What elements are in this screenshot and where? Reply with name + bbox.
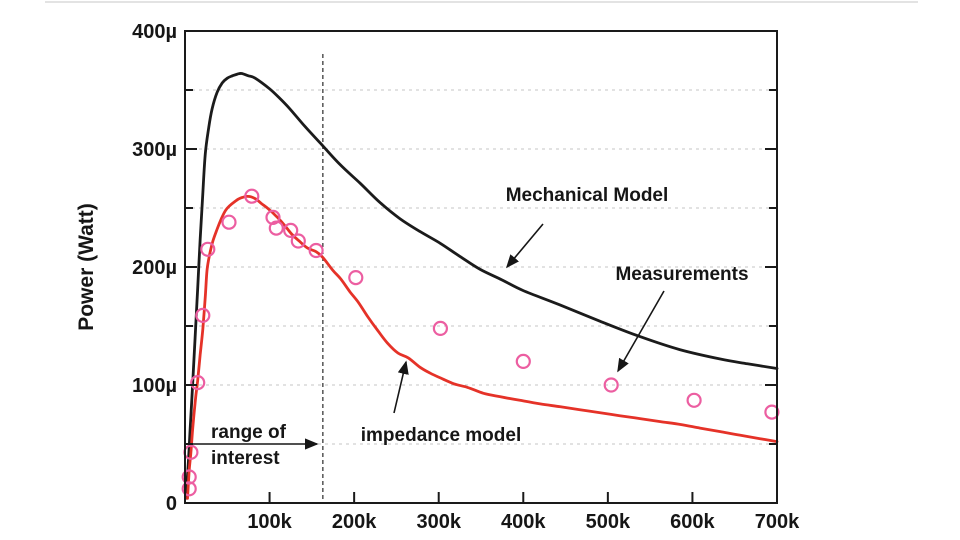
measurement-point bbox=[181, 481, 197, 497]
impedance-model-curve bbox=[186, 194, 779, 500]
measurement-point bbox=[603, 377, 619, 393]
y-tick-label: 200µ bbox=[132, 257, 177, 279]
measurements-label: Measurements bbox=[615, 264, 748, 285]
x-tick-label: 100k bbox=[247, 511, 292, 533]
model-curves bbox=[184, 72, 779, 500]
measurement-point bbox=[290, 233, 306, 249]
y-axis-title: Power (Watt) bbox=[75, 203, 98, 331]
axis-ticks bbox=[186, 30, 778, 504]
x-tick-label: 700k bbox=[755, 511, 800, 533]
measurement-point bbox=[764, 404, 780, 420]
measurement-point bbox=[283, 222, 299, 238]
measurement-point bbox=[221, 214, 237, 230]
x-tick-label: 600k bbox=[670, 511, 715, 533]
measurement-point bbox=[515, 353, 531, 369]
range-of-interest-label-line1: range of bbox=[211, 422, 287, 443]
x-tick-label: 400k bbox=[501, 511, 546, 533]
y-tick-label: 400µ bbox=[132, 21, 177, 43]
x-tick-label: 300k bbox=[416, 511, 461, 533]
x-tick-labels: 100k 200k 300k 400k 500k 600k 700k bbox=[247, 511, 800, 533]
mechanical-model-curve bbox=[184, 72, 779, 500]
mechanical-model-arrow bbox=[505, 223, 544, 269]
impedance-model-arrow bbox=[393, 360, 409, 414]
impedance-model-label: impedance model bbox=[361, 425, 522, 446]
y-tick-label: 100µ bbox=[132, 375, 177, 397]
y-tick-label: 300µ bbox=[132, 139, 177, 161]
measurement-point bbox=[348, 270, 364, 286]
measurement-point bbox=[265, 209, 281, 225]
x-tick-label: 200k bbox=[332, 511, 377, 533]
measurement-point bbox=[308, 242, 324, 259]
measurement-point bbox=[432, 320, 448, 336]
measurement-point bbox=[200, 241, 216, 257]
y-tick-label: 0 bbox=[166, 493, 177, 515]
measurements-arrow bbox=[617, 290, 665, 373]
plot-border bbox=[184, 30, 778, 504]
measurement-point bbox=[181, 469, 197, 485]
y-tick-labels: 0 100µ 200µ 300µ 400µ bbox=[132, 21, 177, 515]
measurement-point bbox=[190, 375, 206, 391]
measurement-point bbox=[686, 392, 702, 408]
mechanical-model-label: Mechanical Model bbox=[506, 185, 669, 206]
range-of-interest-label-line2: interest bbox=[211, 448, 280, 469]
measurement-point bbox=[268, 220, 284, 236]
x-tick-label: 500k bbox=[586, 511, 631, 533]
measurement-point bbox=[244, 188, 260, 204]
measurement-point bbox=[195, 307, 211, 323]
